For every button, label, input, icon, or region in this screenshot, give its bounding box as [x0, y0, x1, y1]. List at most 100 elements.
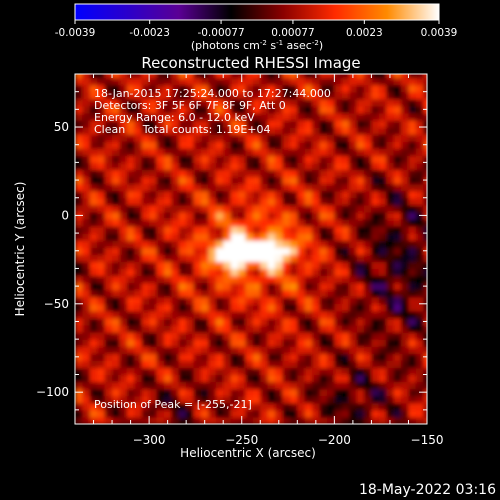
- heatmap-cell: [364, 388, 373, 397]
- heatmap-cell: [156, 289, 165, 298]
- heatmap-cell: [89, 289, 98, 298]
- heatmap-cell: [89, 310, 98, 319]
- heatmap-cell: [364, 353, 373, 361]
- heatmap-cell: [401, 282, 410, 291]
- heatmap-cell: [200, 296, 209, 305]
- heatmap-cell: [126, 360, 135, 369]
- heatmap-cell: [134, 381, 143, 390]
- heatmap-cell: [423, 303, 427, 312]
- heatmap-cell: [200, 325, 209, 333]
- heatmap-cell: [341, 247, 350, 255]
- heatmap-cell: [134, 346, 143, 354]
- heatmap-cell: [97, 360, 106, 369]
- heatmap-cell: [126, 374, 135, 383]
- heatmap-cell: [341, 134, 350, 142]
- heatmap-cell: [112, 388, 121, 397]
- heatmap-cell: [282, 218, 291, 227]
- heatmap-cell: [319, 303, 328, 312]
- heatmap-cell: [319, 105, 328, 114]
- heatmap-cell: [304, 134, 313, 142]
- heatmap-cell: [282, 226, 291, 234]
- heatmap-cell: [186, 332, 195, 340]
- heatmap-cell: [297, 183, 306, 192]
- heatmap-cell: [245, 374, 254, 383]
- heatmap-cell: [304, 388, 313, 397]
- heatmap-cell: [230, 112, 239, 121]
- heatmap-cell: [401, 176, 410, 185]
- heatmap-cell: [415, 148, 424, 156]
- heatmap-cell: [163, 176, 172, 185]
- heatmap-cell: [126, 134, 135, 142]
- heatmap-cell: [393, 204, 402, 213]
- heatmap-cell: [82, 325, 91, 333]
- heatmap-cell: [289, 197, 298, 206]
- heatmap-cell: [230, 204, 239, 213]
- heatmap-cell: [163, 155, 172, 163]
- heatmap-cell: [178, 303, 187, 312]
- heatmap-cell: [312, 84, 321, 93]
- heatmap-cell: [156, 211, 165, 220]
- heatmap-cell: [171, 289, 180, 298]
- heatmap-cell: [415, 218, 424, 227]
- heatmap-cell: [267, 211, 276, 220]
- heatmap-cell: [163, 112, 172, 121]
- heatmap-cell: [275, 268, 284, 277]
- heatmap-cell: [356, 325, 365, 333]
- heatmap-cell: [364, 296, 373, 305]
- heatmap-cell: [230, 353, 239, 361]
- heatmap-cell: [186, 105, 195, 114]
- heatmap-cell: [134, 247, 143, 255]
- heatmap-cell: [112, 346, 121, 354]
- heatmap-cell: [408, 402, 417, 411]
- heatmap-cell: [408, 176, 417, 185]
- heatmap-cell: [319, 176, 328, 185]
- heatmap-cell: [171, 112, 180, 121]
- heatmap-cell: [312, 218, 321, 227]
- heatmap-cell: [178, 218, 187, 227]
- heatmap-cell: [89, 317, 98, 326]
- heatmap-cell: [193, 105, 202, 114]
- heatmap-cell: [156, 261, 165, 270]
- heatmap-cell: [104, 119, 113, 128]
- heatmap-cell: [423, 416, 427, 424]
- heatmap-cell: [141, 261, 150, 270]
- heatmap-cell: [393, 332, 402, 340]
- heatmap-cell: [112, 282, 121, 291]
- heatmap-cell: [141, 183, 150, 192]
- heatmap-cell: [238, 169, 247, 178]
- heatmap-cell: [238, 84, 247, 93]
- heatmap-cell: [364, 91, 373, 100]
- heatmap-cell: [312, 402, 321, 411]
- heatmap-cell: [371, 275, 380, 284]
- heatmap-cell: [178, 105, 187, 114]
- y-tick-label: −100: [36, 385, 69, 399]
- heatmap-cell: [341, 169, 350, 178]
- heatmap-cell: [82, 204, 91, 213]
- heatmap-cell: [89, 77, 98, 86]
- heatmap-cell: [178, 197, 187, 206]
- heatmap-cell: [200, 183, 209, 192]
- heatmap-cell: [297, 409, 306, 418]
- heatmap-cell: [349, 381, 358, 390]
- heatmap-cell: [82, 303, 91, 312]
- heatmap-cell: [341, 211, 350, 220]
- heatmap-cell: [371, 183, 380, 192]
- heatmap-cell: [112, 91, 121, 100]
- heatmap-cell: [423, 155, 427, 163]
- heatmap-cell: [371, 303, 380, 312]
- heatmap-cell: [75, 409, 84, 418]
- energy-range-text: Energy Range: 6.0 - 12.0 keV: [94, 111, 255, 124]
- heatmap-cell: [200, 190, 209, 199]
- heatmap-cell: [97, 332, 106, 340]
- heatmap-cell: [386, 240, 395, 248]
- heatmap-cell: [215, 395, 224, 404]
- heatmap-cell: [193, 289, 202, 298]
- heatmap-cell: [401, 325, 410, 333]
- heatmap-cell: [230, 395, 239, 404]
- heatmap-cell: [297, 374, 306, 383]
- heatmap-cell: [282, 332, 291, 340]
- heatmap-cell: [156, 105, 165, 114]
- heatmap-cell: [82, 233, 91, 241]
- heatmap-cell: [297, 176, 306, 185]
- heatmap-cell: [415, 233, 424, 241]
